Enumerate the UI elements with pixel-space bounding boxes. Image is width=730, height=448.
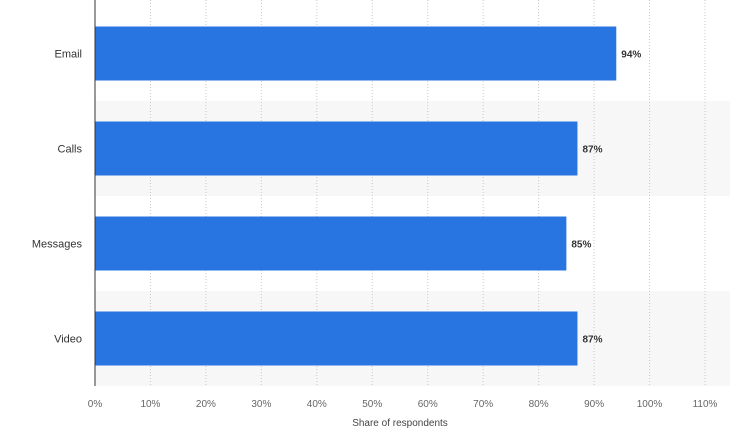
value-label: 87% bbox=[582, 335, 602, 346]
x-tick-label: 10% bbox=[140, 399, 160, 410]
bar bbox=[95, 26, 617, 81]
x-tick-label: 0% bbox=[88, 399, 103, 410]
bar bbox=[95, 311, 578, 366]
category-label: Messages bbox=[32, 239, 83, 251]
x-tick-label: 80% bbox=[529, 399, 549, 410]
x-tick-label: 110% bbox=[693, 399, 718, 410]
x-tick-label: 30% bbox=[251, 399, 271, 410]
bar bbox=[95, 121, 578, 176]
value-label: 85% bbox=[571, 240, 591, 251]
value-label: 87% bbox=[582, 145, 602, 156]
x-tick-label: 40% bbox=[307, 399, 327, 410]
value-label: 94% bbox=[621, 50, 641, 61]
x-tick-label: 50% bbox=[362, 399, 382, 410]
category-label: Video bbox=[54, 334, 82, 346]
x-tick-label: 90% bbox=[584, 399, 604, 410]
x-tick-label: 70% bbox=[473, 399, 493, 410]
x-axis-title: Share of respondents bbox=[352, 418, 448, 429]
x-tick-label: 100% bbox=[637, 399, 663, 410]
bars bbox=[95, 26, 617, 366]
category-label: Email bbox=[54, 49, 82, 61]
category-label: Calls bbox=[58, 144, 83, 156]
x-tick-label: 20% bbox=[196, 399, 216, 410]
bar bbox=[95, 216, 567, 271]
x-tick-label: 60% bbox=[418, 399, 438, 410]
labels: 0% 10% 20% 30% 40% 50% 60% 70% 80% 90% 100% 110% Ema… bbox=[32, 49, 718, 411]
